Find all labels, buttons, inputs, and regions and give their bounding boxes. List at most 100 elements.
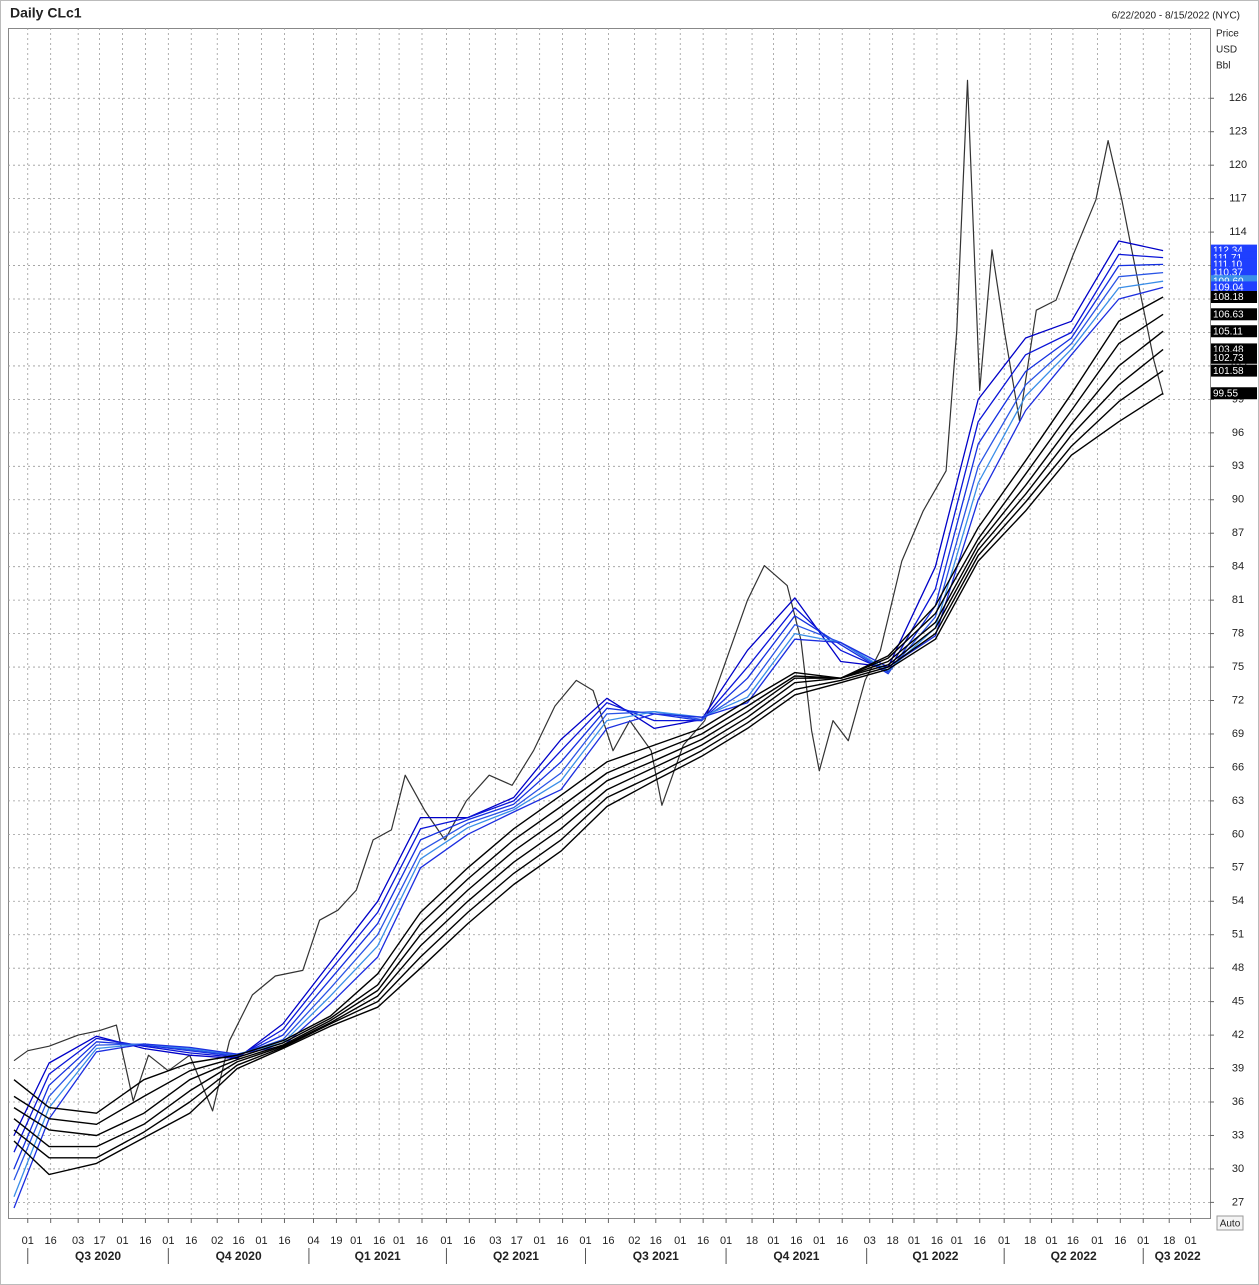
period-label: Q2 2022: [1051, 1249, 1097, 1263]
last-value-box: [1211, 387, 1257, 400]
x-tick-label: 01: [1184, 1235, 1196, 1247]
last-value-label: 108.18: [1213, 292, 1244, 303]
last-value-label: 105.11: [1213, 326, 1243, 337]
x-tick-label: 16: [931, 1235, 943, 1247]
x-tick-label: 16: [233, 1235, 245, 1247]
y-unit: Bbl: [1216, 61, 1230, 72]
x-tick-label: 18: [746, 1235, 758, 1247]
y-tick-label: 48: [1232, 962, 1244, 974]
x-tick-label: 01: [579, 1235, 591, 1247]
last-value-box: [1211, 281, 1257, 294]
y-tick-label: 117: [1229, 193, 1247, 205]
x-tick-label: 16: [790, 1235, 802, 1247]
moving-average: [13, 348, 1164, 1148]
x-tick-label: 03: [864, 1235, 876, 1247]
x-tick-label: 01: [22, 1235, 34, 1247]
x-tick-label: 01: [116, 1235, 128, 1247]
moving-average: [13, 271, 1164, 1181]
moving-average: [13, 392, 1164, 1176]
x-tick-label: 16: [45, 1235, 57, 1247]
x-tick-label: 03: [489, 1235, 501, 1247]
auto-button[interactable]: [1216, 1215, 1244, 1231]
moving-average: [13, 330, 1164, 1137]
x-tick-label: 04: [307, 1235, 319, 1247]
y-tick-label: 30: [1232, 1163, 1244, 1175]
last-value-box: [1211, 308, 1257, 321]
x-tick-label: 16: [650, 1235, 662, 1247]
period-label: Q1 2021: [355, 1249, 401, 1263]
y-tick-label: 75: [1232, 661, 1244, 673]
last-value-label: 106.63: [1213, 309, 1244, 320]
y-tick-label: 120: [1229, 159, 1247, 171]
y-tick-label: 87: [1232, 527, 1244, 539]
x-tick-label: 17: [93, 1235, 105, 1247]
y-unit: USD: [1216, 45, 1237, 56]
y-tick-label: 69: [1232, 728, 1244, 740]
y-tick-label: 27: [1232, 1196, 1244, 1208]
x-tick-label: 01: [908, 1235, 920, 1247]
x-tick-label: 19: [330, 1235, 342, 1247]
last-value-box: [1211, 351, 1257, 364]
price-line: [13, 79, 1164, 1112]
moving-average: [13, 280, 1164, 1198]
y-tick-label: 123: [1229, 126, 1247, 138]
moving-average: [13, 253, 1164, 1153]
x-tick-label: 01: [767, 1235, 779, 1247]
x-tick-label: 01: [255, 1235, 267, 1247]
x-tick-label: 01: [951, 1235, 963, 1247]
y-tick-label: 36: [1232, 1096, 1244, 1108]
chart-title: Daily CLc1: [10, 5, 82, 21]
x-tick-label: 16: [1114, 1235, 1126, 1247]
x-tick-label: 16: [416, 1235, 428, 1247]
y-tick-label: 84: [1232, 561, 1244, 573]
moving-average: [13, 240, 1164, 1136]
y-tick-label: 54: [1232, 895, 1244, 907]
x-tick-label: 16: [278, 1235, 290, 1247]
last-value-label: 110.37: [1213, 268, 1243, 279]
x-tick-label: 18: [1163, 1235, 1175, 1247]
y-tick-label: 42: [1232, 1029, 1244, 1041]
y-tick-label: 126: [1229, 92, 1247, 104]
period-label: Q3 2021: [633, 1249, 679, 1263]
last-value-label: 112.34: [1213, 246, 1243, 257]
x-tick-label: 02: [628, 1235, 640, 1247]
period-label: Q1 2022: [912, 1249, 958, 1263]
y-tick-label: 57: [1232, 862, 1244, 874]
y-tick-label: 90: [1232, 494, 1244, 506]
y-tick-label: 39: [1232, 1062, 1244, 1074]
last-value-box: [1211, 364, 1257, 377]
x-tick-label: 01: [998, 1235, 1010, 1247]
last-value-label: 109.04: [1213, 283, 1244, 294]
y-tick-label: 45: [1232, 996, 1244, 1008]
y-tick-label: 78: [1232, 628, 1244, 640]
y-tick-label: 66: [1232, 761, 1244, 773]
y-tick-label: 72: [1232, 694, 1244, 706]
x-tick-label: 01: [1137, 1235, 1149, 1247]
y-tick-label: 96: [1232, 427, 1244, 439]
x-tick-label: 16: [373, 1235, 385, 1247]
y-tick-label: 93: [1232, 460, 1244, 472]
x-tick-label: 01: [162, 1235, 174, 1247]
last-value-label: 103.48: [1213, 345, 1244, 356]
last-value-label: 111.10: [1213, 260, 1243, 271]
x-tick-label: 01: [813, 1235, 825, 1247]
plot-area: [8, 28, 1211, 1219]
moving-average: [13, 296, 1164, 1114]
x-tick-label: 16: [556, 1235, 568, 1247]
y-tick-label: 63: [1232, 795, 1244, 807]
last-value-label: 99.55: [1213, 388, 1238, 399]
x-tick-label: 01: [440, 1235, 452, 1247]
period-label: Q4 2020: [216, 1249, 262, 1263]
last-value-box: [1211, 291, 1257, 304]
last-value-label: 111.71: [1213, 253, 1243, 264]
y-tick-label: 114: [1229, 226, 1247, 238]
moving-average: [13, 263, 1164, 1170]
x-tick-label: 16: [697, 1235, 709, 1247]
x-tick-label: 16: [836, 1235, 848, 1247]
auto-button-label[interactable]: Auto: [1220, 1219, 1241, 1230]
period-label: Q2 2021: [493, 1249, 539, 1263]
x-tick-label: 16: [974, 1235, 986, 1247]
moving-average: [13, 313, 1164, 1125]
y-unit: Price: [1216, 29, 1239, 40]
